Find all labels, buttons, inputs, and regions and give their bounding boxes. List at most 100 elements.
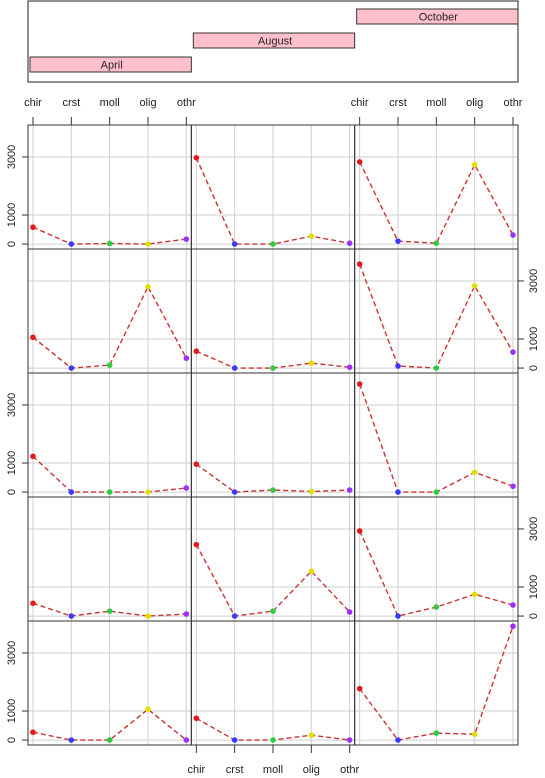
data-point: [308, 732, 315, 738]
series-line: [359, 625, 514, 741]
data-point: [183, 737, 190, 743]
data-point: [346, 609, 353, 615]
y-tick-label: 1000: [528, 575, 540, 599]
y-tick-label: 3000: [6, 393, 18, 417]
series-line: [195, 544, 351, 617]
data-point: [308, 568, 315, 575]
series-line: [32, 285, 187, 369]
x-tick-label: chir: [187, 764, 205, 776]
y-tick-label: 1000: [6, 203, 18, 227]
data-point: [145, 489, 151, 495]
series-line: [32, 602, 187, 617]
data-point: [106, 608, 113, 614]
series-line: [359, 161, 514, 244]
data-point: [346, 737, 353, 743]
x-tick-label: chir: [24, 97, 42, 109]
data-point: [231, 489, 238, 495]
series-line: [32, 708, 187, 741]
x-tick-label: crst: [226, 764, 244, 776]
data-point: [231, 365, 238, 371]
data-point: [183, 236, 190, 242]
data-point: [433, 730, 440, 736]
data-point: [106, 489, 113, 495]
data-point: [30, 600, 36, 607]
data-point: [30, 729, 36, 736]
data-point: [433, 604, 440, 610]
data-point: [356, 528, 363, 534]
data-point: [395, 737, 401, 743]
data-point: [193, 461, 200, 467]
data-point: [356, 159, 363, 165]
data-point: [193, 541, 200, 548]
x-tick-label: olig: [466, 97, 483, 109]
y-tick-label: 0: [6, 241, 18, 247]
x-tick-label: moll: [100, 97, 120, 109]
data-point: [68, 489, 75, 495]
shingle-bar: [356, 8, 519, 25]
panel-border: [354, 620, 519, 746]
y-tick-label: 3000: [528, 269, 540, 293]
data-point: [433, 489, 440, 495]
x-tick-label: othr: [177, 97, 196, 109]
data-point: [68, 737, 75, 743]
data-point: [308, 233, 315, 240]
data-point: [471, 283, 478, 289]
x-tick-label: chir: [351, 97, 369, 109]
data-point: [231, 241, 238, 247]
data-point: [395, 613, 401, 619]
data-point: [395, 489, 401, 495]
data-point: [471, 469, 478, 476]
data-point: [68, 613, 75, 619]
x-tick-label: othr: [504, 97, 523, 109]
data-point: [270, 608, 276, 614]
x-tick-label: moll: [263, 764, 283, 776]
data-point: [231, 613, 238, 619]
shingle-bar: [29, 56, 192, 73]
x-tick-label: olig: [303, 764, 320, 776]
data-point: [270, 487, 276, 493]
data-point: [183, 355, 190, 361]
shingle-label: August: [258, 35, 292, 47]
data-point: [433, 240, 440, 246]
data-point: [30, 334, 36, 341]
data-point: [395, 363, 401, 369]
data-point: [356, 381, 363, 387]
data-point: [471, 591, 478, 598]
y-tick-label: 3000: [528, 517, 540, 541]
data-point: [68, 365, 75, 371]
data-point: [510, 232, 516, 238]
y-tick-label: 1000: [6, 451, 18, 475]
data-point: [30, 224, 36, 231]
y-tick-label: 0: [528, 613, 540, 619]
y-tick-label: 0: [6, 737, 18, 743]
data-point: [308, 488, 315, 495]
data-point: [308, 360, 315, 366]
y-tick-label: 3000: [6, 641, 18, 665]
data-point: [510, 349, 516, 355]
data-point: [193, 155, 200, 161]
y-tick-label: 3000: [6, 145, 18, 169]
data-point: [356, 261, 363, 267]
data-point: [106, 362, 113, 368]
y-tick-label: 0: [6, 489, 18, 495]
shingle-label: April: [101, 59, 123, 71]
data-point: [510, 602, 516, 608]
data-point: [145, 613, 151, 619]
data-point: [145, 283, 151, 290]
series-line: [195, 463, 350, 493]
data-point: [183, 485, 190, 491]
data-point: [106, 240, 113, 247]
data-point: [395, 238, 401, 244]
data-point: [193, 348, 200, 355]
data-point: [471, 731, 478, 738]
data-point: [30, 453, 36, 460]
shingle-box: [27, 0, 519, 83]
data-point: [145, 241, 151, 247]
data-point: [346, 487, 353, 493]
y-tick-label: 1000: [528, 327, 540, 351]
data-point: [183, 611, 190, 617]
shingle-label: October: [419, 11, 458, 23]
data-point: [356, 685, 363, 692]
data-point: [231, 737, 238, 743]
data-point: [68, 241, 75, 247]
